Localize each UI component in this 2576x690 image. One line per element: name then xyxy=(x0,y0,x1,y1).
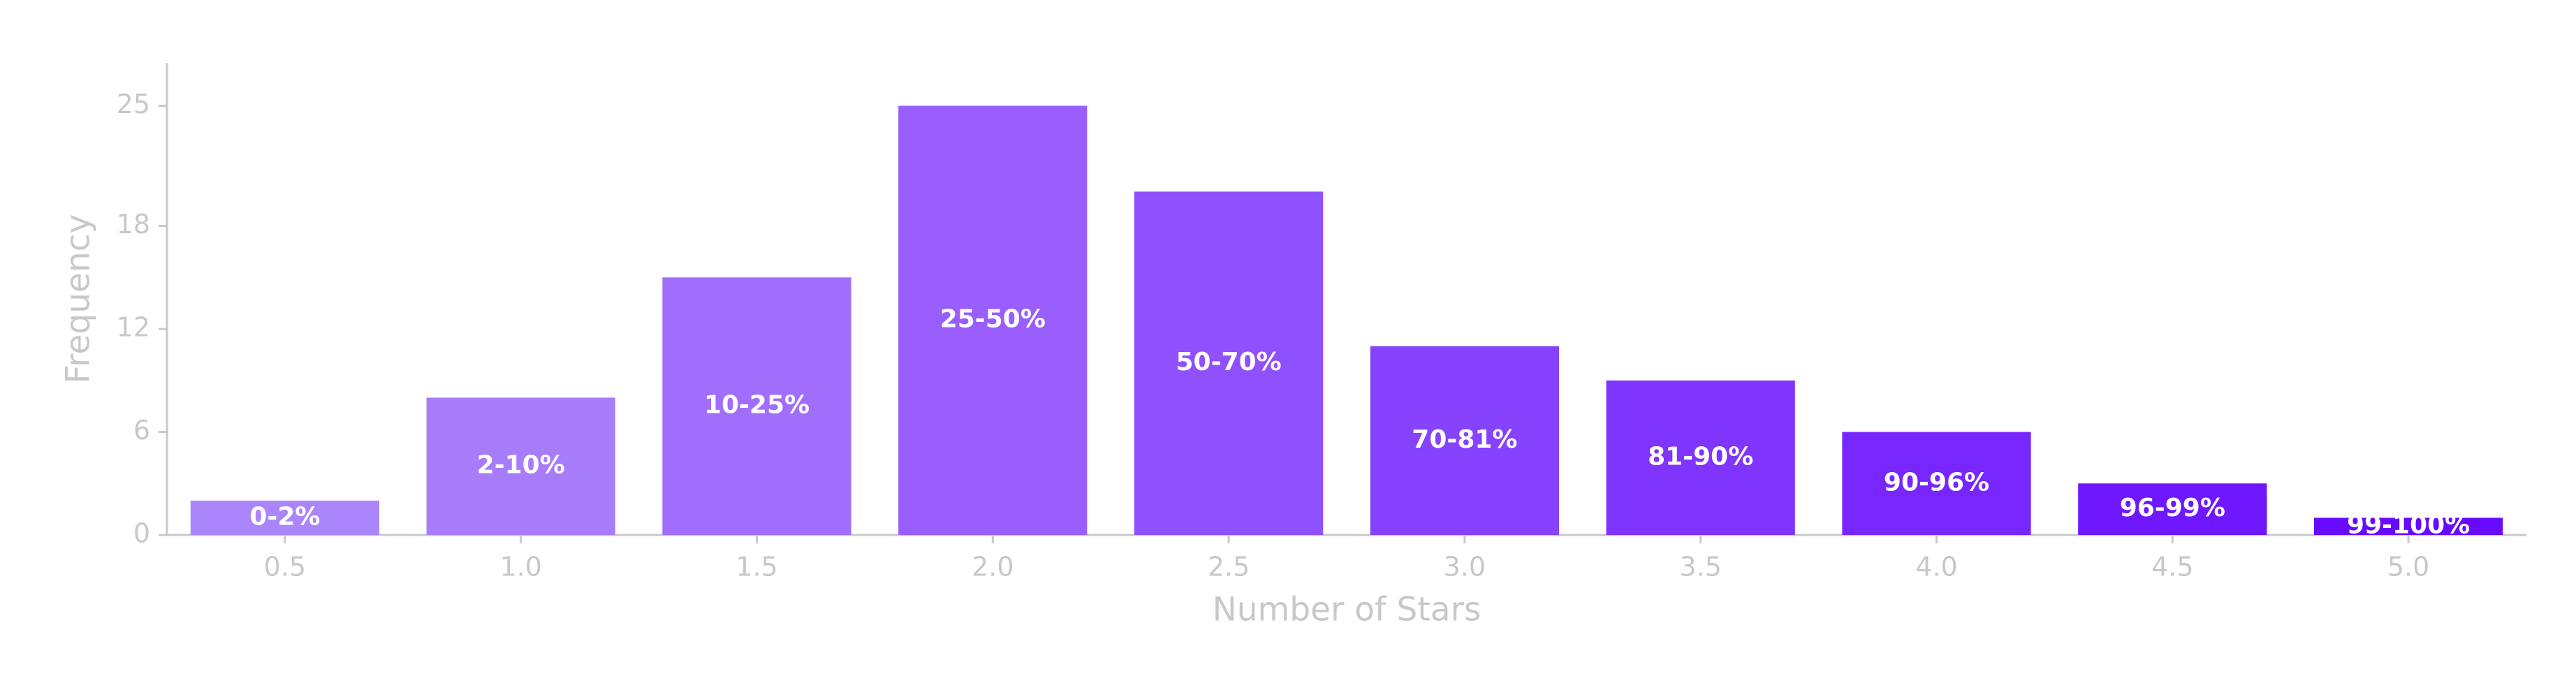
x-tick-label: 1.0 xyxy=(499,552,541,582)
y-axis-label: Frequency xyxy=(59,214,98,384)
bar-label: 25-50% xyxy=(940,305,1046,334)
bar xyxy=(1370,346,1560,535)
y-tick-label: 12 xyxy=(117,312,150,343)
bar-label: 96-99% xyxy=(2120,494,2225,522)
bar-label: 0-2% xyxy=(249,502,320,531)
bar-label: 2-10% xyxy=(477,451,565,480)
bar-label: 90-96% xyxy=(1884,468,1989,497)
x-tick-label: 4.0 xyxy=(1915,552,1957,582)
bar-label: 10-25% xyxy=(704,391,810,420)
x-tick-label: 2.0 xyxy=(972,552,1013,582)
x-axis-label: Number of Stars xyxy=(1213,591,1481,629)
bar xyxy=(1606,380,1795,535)
x-tick-label: 1.5 xyxy=(736,552,777,582)
bar-label: 70-81% xyxy=(1412,425,1517,454)
bar-label: 99-100% xyxy=(2347,511,2470,540)
y-tick-label: 6 xyxy=(133,415,150,446)
y-tick-label: 18 xyxy=(117,209,150,240)
x-tick-label: 4.5 xyxy=(2151,552,2193,582)
bar xyxy=(1842,432,2031,535)
bar xyxy=(190,500,380,535)
x-tick-label: 3.0 xyxy=(1444,552,1486,582)
bar-label: 81-90% xyxy=(1648,442,1753,471)
x-tick-label: 0.5 xyxy=(264,552,306,582)
y-tick-label: 25 xyxy=(117,89,150,119)
bar xyxy=(1134,191,1324,535)
bar xyxy=(2313,518,2503,535)
y-tick-label: 0 xyxy=(133,518,150,549)
x-tick-label: 2.5 xyxy=(1208,552,1250,582)
x-tick-label: 3.5 xyxy=(1679,552,1721,582)
bar xyxy=(2078,483,2267,535)
x-tick-label: 5.0 xyxy=(2387,552,2429,582)
bar xyxy=(662,277,851,535)
bar xyxy=(426,397,615,535)
bar-label: 50-70% xyxy=(1176,348,1281,376)
bar xyxy=(898,105,1088,536)
